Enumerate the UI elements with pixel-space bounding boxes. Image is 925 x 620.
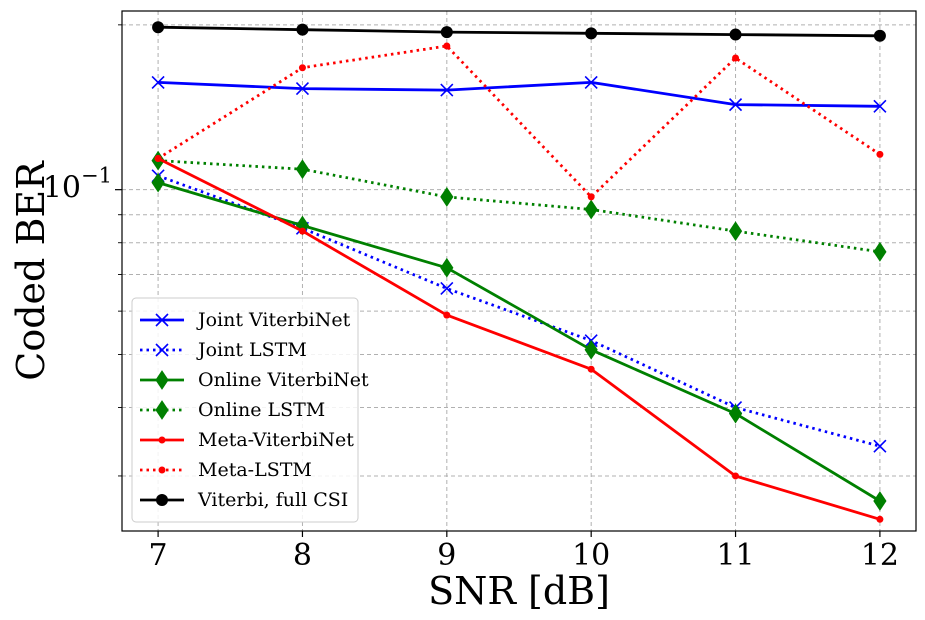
legend-item: Meta-ViterbiNet bbox=[140, 429, 354, 451]
data-point-x bbox=[155, 313, 169, 327]
ticks: 7 8 9 10 11 12 bbox=[115, 24, 899, 573]
x-tick-label: 9 bbox=[437, 538, 456, 573]
data-point-dot bbox=[158, 436, 166, 444]
series-line bbox=[158, 25, 880, 38]
legend-label: Joint ViterbiNet bbox=[196, 309, 351, 331]
legend-item: Viterbi, full CSI bbox=[140, 489, 348, 511]
grid bbox=[122, 11, 916, 531]
data-point-diamond bbox=[873, 491, 887, 511]
series-viterbi-full-csi bbox=[152, 21, 886, 42]
series-line bbox=[158, 81, 880, 108]
data-point-x bbox=[584, 75, 598, 89]
x-tick-label: 11 bbox=[716, 538, 754, 573]
data-point-diamond bbox=[440, 257, 454, 278]
legend-item: Meta-LSTM bbox=[140, 459, 312, 481]
data-point-dot bbox=[298, 64, 306, 72]
legend-label: Online ViterbiNet bbox=[198, 369, 369, 391]
data-point-circle bbox=[585, 27, 598, 40]
plot-frame bbox=[121, 10, 917, 532]
data-point-diamond bbox=[155, 370, 169, 390]
data-point-diamond bbox=[728, 221, 743, 242]
data-point-dot bbox=[732, 54, 740, 62]
data-point-dot bbox=[732, 472, 740, 480]
series-line bbox=[157, 157, 881, 521]
data-point-dot bbox=[298, 227, 306, 235]
data-point-x bbox=[440, 281, 454, 296]
legend-label: Meta-LSTM bbox=[198, 459, 312, 481]
legend-label: Joint LSTM bbox=[196, 339, 307, 361]
legend-item: Online LSTM bbox=[140, 399, 325, 421]
series-online-lstm bbox=[151, 150, 887, 262]
data-point-circle bbox=[296, 23, 309, 36]
data-point-x bbox=[440, 83, 454, 97]
data-point-diamond bbox=[584, 199, 598, 220]
data-point-x bbox=[873, 99, 887, 113]
data-point-diamond bbox=[295, 159, 310, 180]
data-point-dot bbox=[876, 150, 884, 158]
data-point-x bbox=[873, 439, 887, 453]
legend-item: Joint LSTM bbox=[140, 339, 307, 361]
x-tick-label: 8 bbox=[293, 538, 312, 573]
data-point-dot bbox=[587, 193, 595, 201]
legend-item: Online ViterbiNet bbox=[140, 369, 369, 391]
series-layer bbox=[151, 21, 887, 523]
data-point-circle bbox=[156, 494, 168, 506]
legend-box bbox=[131, 297, 359, 523]
data-point-circle bbox=[729, 28, 742, 41]
data-point-dot bbox=[158, 466, 166, 474]
data-point-dot bbox=[154, 155, 162, 163]
series-line bbox=[157, 44, 881, 199]
data-point-circle bbox=[873, 29, 886, 42]
data-point-dot bbox=[587, 365, 595, 373]
x-tick-label: 7 bbox=[149, 538, 168, 573]
legend-item: Joint ViterbiNet bbox=[140, 309, 351, 331]
legend: Joint ViterbiNet Joint LSTM Online Viterbi… bbox=[131, 297, 369, 523]
data-point-x bbox=[295, 81, 310, 96]
data-point-diamond bbox=[440, 187, 454, 207]
data-point-diamond bbox=[155, 400, 169, 420]
y-tick-label: 10−1 bbox=[43, 163, 112, 206]
data-point-x bbox=[728, 98, 743, 112]
legend-label: Online LSTM bbox=[198, 399, 325, 421]
data-point-dot bbox=[443, 311, 451, 319]
data-point-dot bbox=[443, 42, 451, 50]
data-point-diamond bbox=[584, 339, 598, 360]
x-axis-label: SNR [dB] bbox=[428, 569, 610, 613]
data-point-circle bbox=[152, 21, 165, 34]
legend-label: Viterbi, full CSI bbox=[197, 489, 348, 511]
x-tick-label: 12 bbox=[861, 538, 899, 573]
data-point-x bbox=[151, 75, 165, 89]
legend-label: Meta-ViterbiNet bbox=[198, 429, 354, 451]
series-meta-viterbinet bbox=[154, 155, 884, 523]
data-point-diamond bbox=[728, 403, 743, 424]
data-point-circle bbox=[440, 26, 453, 39]
data-point-x bbox=[155, 343, 169, 357]
series-joint-viterbinet bbox=[151, 75, 887, 113]
data-point-dot bbox=[876, 515, 884, 523]
series-meta-lstm bbox=[154, 42, 884, 201]
series-line bbox=[158, 159, 881, 254]
data-point-diamond bbox=[873, 241, 887, 262]
data-point-diamond bbox=[151, 172, 165, 193]
x-tick-label: 10 bbox=[572, 538, 610, 573]
y-axis-label: Coded BER bbox=[9, 160, 53, 381]
